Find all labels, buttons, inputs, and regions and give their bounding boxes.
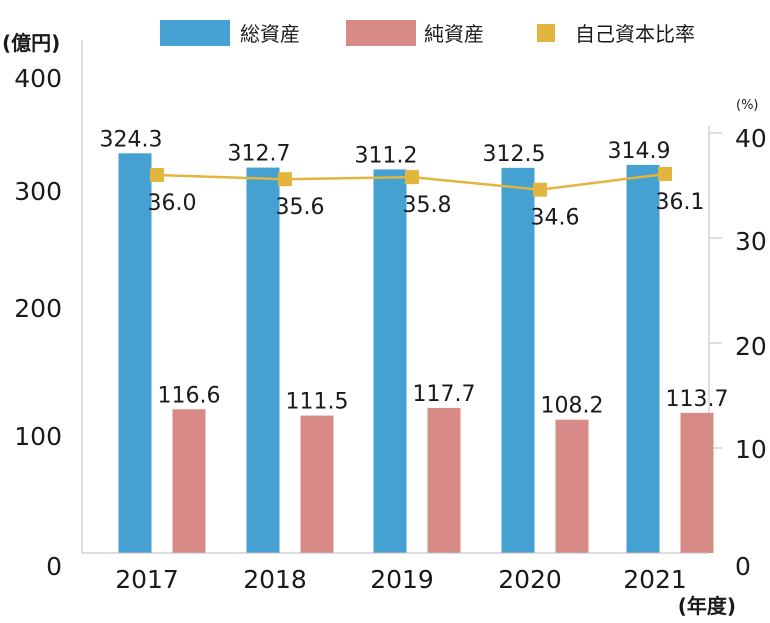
left-tick-label: 0	[46, 552, 62, 581]
right-tick-label: 30	[735, 227, 767, 256]
total-assets-value-label: 324.3	[100, 127, 163, 152]
legend: 総資産 純資産 自己資本比率	[160, 20, 695, 46]
x-axis: 2017 2018 2019 2020 2021	[82, 552, 709, 594]
legend-label: 自己資本比率	[575, 22, 695, 46]
x-tick-label: 2018	[243, 565, 307, 594]
x-axis-unit: (年度)	[678, 594, 736, 618]
right-tick-label: 20	[735, 332, 767, 361]
total-assets-value-label: 312.5	[483, 142, 546, 167]
left-tick-label: 200	[14, 294, 62, 323]
equity-ratio-value-label: 36.1	[656, 190, 705, 215]
equity-ratio-marker	[533, 182, 547, 197]
x-tick-label: 2020	[498, 565, 562, 594]
left-axis-unit: (億円)	[2, 31, 60, 55]
net-assets-value-label: 117.7	[413, 382, 476, 407]
right-axis: 0 10 20 30 40	[708, 124, 767, 581]
total-assets-value-label: 314.9	[608, 139, 671, 164]
net-assets-value-label: 108.2	[541, 394, 604, 419]
x-tick-label: 2019	[370, 565, 434, 594]
legend-swatch	[346, 20, 416, 46]
left-tick-label: 300	[14, 177, 62, 206]
right-axis-unit: (%)	[736, 98, 759, 113]
legend-label: 総資産	[240, 22, 300, 46]
right-tick-label: 10	[735, 435, 767, 464]
net-assets-value-label: 113.7	[666, 387, 729, 412]
equity-ratio-value-label: 34.6	[531, 206, 580, 231]
x-tick-label: 2021	[623, 565, 687, 594]
left-tick-label: 400	[14, 64, 62, 93]
legend-swatch	[537, 24, 555, 42]
total-assets-bar	[501, 167, 535, 553]
equity-ratio-marker	[278, 172, 292, 187]
legend-swatch	[160, 20, 230, 46]
left-axis: 0 100 200 300 400	[14, 40, 83, 581]
equity-ratio-value-label: 35.8	[403, 193, 452, 218]
total-assets-bar	[626, 164, 660, 554]
right-tick-label: 0	[735, 552, 751, 581]
bars: 324.3 116.6 312.7 111.5 311.2 117.7 312.5 108.2…	[100, 127, 729, 554]
net-assets-bar	[555, 419, 589, 553]
ratio-line: 36.0 35.6 35.8 34.6 36.1	[148, 166, 705, 231]
equity-ratio-marker	[150, 168, 164, 182]
net-assets-bar	[172, 409, 206, 553]
net-assets-bar	[300, 415, 334, 553]
net-assets-value-label: 116.6	[158, 383, 221, 408]
equity-ratio-marker	[405, 170, 419, 185]
total-assets-bar	[373, 169, 407, 554]
total-assets-bar	[118, 153, 152, 554]
total-assets-value-label: 312.7	[228, 142, 291, 167]
equity-ratio-value-label: 36.0	[148, 191, 197, 216]
total-assets-bar	[246, 167, 280, 554]
total-assets-value-label: 311.2	[355, 143, 418, 168]
right-tick-label: 40	[735, 124, 767, 153]
net-assets-bar	[427, 407, 461, 553]
net-assets-bar	[680, 412, 714, 553]
legend-label: 純資産	[424, 22, 484, 46]
equity-ratio-marker	[658, 166, 672, 181]
x-tick-label: 2017	[115, 565, 179, 594]
equity-ratio-value-label: 35.6	[276, 195, 325, 220]
net-assets-value-label: 111.5	[286, 390, 349, 415]
left-tick-label: 100	[14, 422, 62, 451]
